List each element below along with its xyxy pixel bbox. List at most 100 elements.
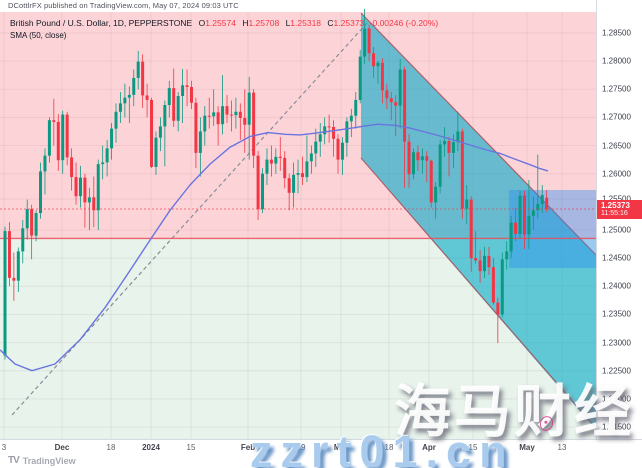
candle-body bbox=[216, 112, 220, 125]
low-value: 1.25318 bbox=[290, 18, 322, 28]
candle-body bbox=[43, 155, 47, 172]
candle-body bbox=[203, 115, 207, 132]
price-axis-label: 1.24000 bbox=[602, 281, 631, 291]
candle-body bbox=[110, 128, 114, 149]
candle-body bbox=[252, 92, 256, 156]
candle-body bbox=[345, 121, 349, 143]
candle-body bbox=[411, 152, 415, 175]
price-axis-label: 1.27500 bbox=[602, 84, 631, 94]
candle-body bbox=[150, 99, 154, 167]
price-chart-plot[interactable] bbox=[0, 0, 596, 439]
candle-body bbox=[21, 228, 25, 252]
time-axis[interactable]: 3 Dec 18 2024 15 Feb 19 Mar 18 Apr 15 May 13 bbox=[0, 439, 642, 456]
time-axis-label: 3 bbox=[1, 443, 7, 452]
candle-body bbox=[527, 215, 531, 235]
candle-body bbox=[363, 28, 367, 57]
close-label: C bbox=[327, 18, 334, 28]
symbol-title[interactable]: British Pound / U.S. Dollar, 1D, PEPPERS… bbox=[10, 18, 193, 28]
candle-body bbox=[189, 86, 193, 103]
candle-body bbox=[114, 111, 118, 129]
price-axis-label: 1.21500 bbox=[602, 422, 631, 432]
price-axis-label: 1.26000 bbox=[602, 169, 631, 179]
candle-body bbox=[531, 210, 535, 216]
candle-body bbox=[522, 195, 526, 235]
candle-body bbox=[358, 56, 362, 100]
candle-body bbox=[314, 141, 318, 154]
candle-body bbox=[465, 199, 469, 209]
candle-body bbox=[194, 102, 198, 153]
open-value: 1.25574 bbox=[205, 18, 236, 28]
candle-body bbox=[3, 231, 7, 356]
candle-body bbox=[443, 141, 447, 145]
candle-body bbox=[30, 209, 34, 236]
price-axis-label: 1.27000 bbox=[602, 112, 631, 122]
candle-body bbox=[176, 96, 180, 121]
candle-body bbox=[354, 99, 358, 116]
channel-upper-border bbox=[360, 12, 596, 256]
time-axis-label: Dec bbox=[54, 443, 70, 452]
tradingview-logo-icon[interactable]: TV bbox=[8, 455, 20, 466]
candle-body bbox=[398, 69, 402, 106]
candle-body bbox=[61, 114, 65, 161]
candle-body bbox=[105, 148, 109, 163]
candle-body bbox=[496, 302, 500, 315]
candle-body bbox=[287, 178, 291, 193]
candle-body bbox=[39, 171, 43, 214]
candle-body bbox=[167, 88, 171, 106]
watermark-cjk: 海马财经 bbox=[394, 380, 634, 444]
candle-body bbox=[52, 120, 56, 122]
candle-body bbox=[243, 117, 247, 125]
chart-legend[interactable]: British Pound / U.S. Dollar, 1D, PEPPERS… bbox=[10, 17, 438, 42]
candle-body bbox=[16, 251, 20, 281]
candle-body bbox=[536, 204, 540, 211]
candle-body bbox=[123, 97, 127, 104]
candle-body bbox=[429, 160, 433, 203]
price-axis-label: 1.24500 bbox=[602, 253, 631, 263]
candle-body bbox=[225, 106, 229, 115]
bar-countdown: 11:55:16 bbox=[601, 210, 628, 217]
symbol-legend-row[interactable]: British Pound / U.S. Dollar, 1D, PEPPERS… bbox=[10, 17, 438, 29]
blue-highlight-box bbox=[509, 190, 596, 268]
candle-body bbox=[340, 142, 344, 160]
candle-body bbox=[127, 94, 131, 98]
candle-body bbox=[385, 90, 389, 99]
time-axis-label: 18 bbox=[384, 443, 394, 452]
candle-body bbox=[234, 111, 238, 116]
price-axis-label: 1.25500 bbox=[602, 194, 631, 204]
candle-body bbox=[309, 153, 313, 162]
candle-body bbox=[407, 141, 411, 175]
candle-body bbox=[278, 156, 282, 158]
price-axis-label: 1.23500 bbox=[602, 309, 631, 319]
candle-body bbox=[221, 106, 225, 125]
candle-body bbox=[78, 177, 82, 197]
candle-body bbox=[198, 131, 202, 153]
candle-body bbox=[74, 177, 78, 197]
candle-body bbox=[327, 126, 331, 128]
low-label: L bbox=[285, 18, 291, 28]
candle-body bbox=[349, 115, 353, 122]
price-axis-label: 1.22000 bbox=[602, 394, 631, 404]
candle-body bbox=[540, 195, 544, 205]
candle-body bbox=[229, 114, 233, 116]
candle-body bbox=[34, 213, 38, 236]
candle-body bbox=[47, 120, 51, 156]
indicator-legend-row[interactable]: SMA (50, close) bbox=[10, 31, 67, 40]
channel-lower-border bbox=[360, 157, 596, 429]
candle-body bbox=[141, 61, 145, 96]
time-axis-label: Apr bbox=[422, 443, 436, 452]
candle-body bbox=[300, 173, 304, 178]
candle-body bbox=[367, 28, 371, 54]
current-price-value: 1.25373 bbox=[601, 201, 630, 210]
tradingview-logo-text[interactable]: TradingView bbox=[22, 455, 76, 466]
time-axis-label: 2024 bbox=[142, 443, 160, 452]
candle-body bbox=[376, 62, 380, 67]
current-price-tag: 1.25373 11:55:16 bbox=[597, 200, 642, 219]
price-axis[interactable]: 1.28500 1.28000 1.27500 1.27000 1.26500 1.260… bbox=[596, 0, 642, 439]
candle-body bbox=[136, 61, 140, 78]
candle-body bbox=[420, 156, 424, 161]
time-axis-label: May bbox=[519, 443, 535, 452]
candle-body bbox=[212, 112, 216, 117]
tradingview-footer[interactable]: TV TradingView bbox=[8, 455, 76, 466]
candle-body bbox=[185, 85, 189, 87]
candlestick-series bbox=[3, 8, 549, 360]
